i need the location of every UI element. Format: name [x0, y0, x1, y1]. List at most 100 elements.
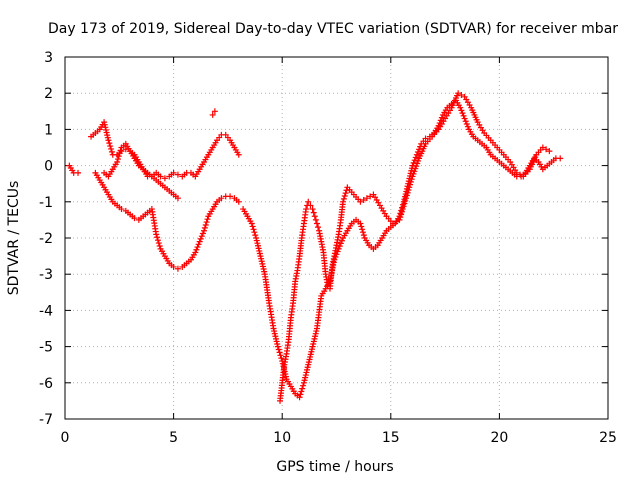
data-point: [297, 391, 304, 398]
data-point: [398, 208, 405, 215]
data-point: [407, 178, 414, 185]
data-point: [194, 244, 201, 251]
data-point: [202, 221, 209, 228]
data-point: [305, 198, 312, 205]
grid-lines: [65, 57, 608, 419]
data-point: [106, 140, 113, 147]
data-point: [170, 263, 177, 270]
data-point: [131, 215, 138, 222]
data-point: [459, 110, 466, 117]
data-point: [404, 189, 411, 196]
chart-title: Day 173 of 2019, Sidereal Day-to-day VTE…: [48, 21, 618, 37]
data-point: [517, 171, 524, 178]
data-point: [393, 218, 400, 225]
data-point: [311, 213, 318, 220]
data-point: [422, 135, 429, 142]
data-point: [235, 198, 242, 205]
data-point: [340, 198, 347, 205]
data-point: [209, 111, 216, 118]
data-point: [251, 229, 258, 236]
data-point: [412, 154, 419, 161]
data-point: [192, 249, 199, 256]
data-point: [108, 145, 115, 152]
data-point: [335, 245, 342, 252]
data-point: [410, 159, 417, 166]
data-point: [299, 385, 306, 392]
y-tick-label: 0: [44, 159, 53, 175]
data-point: [114, 158, 121, 165]
data-point: [105, 137, 112, 144]
x-axis-label: GPS time / hours: [276, 459, 393, 475]
y-tick-label: 3: [44, 50, 53, 66]
y-tick-label: -4: [39, 303, 53, 319]
data-point: [455, 90, 462, 97]
data-point: [107, 143, 114, 150]
data-point: [458, 92, 465, 99]
data-point: [122, 146, 129, 153]
data-point: [414, 149, 421, 156]
data-point: [201, 224, 208, 231]
data-point: [252, 232, 259, 239]
series-track-e: [277, 90, 553, 404]
data-point: [539, 144, 546, 151]
data-point: [312, 216, 319, 223]
data-point: [457, 104, 464, 111]
data-point: [196, 238, 203, 245]
data-point: [407, 181, 414, 188]
data-point: [338, 237, 345, 244]
data-point: [437, 117, 444, 124]
data-point: [155, 240, 162, 247]
data-point: [303, 206, 310, 213]
data-point: [118, 206, 125, 213]
data-point: [250, 226, 257, 233]
plot-frame: [64, 56, 609, 420]
data-point: [307, 202, 314, 209]
data-points: [66, 90, 564, 404]
data-point: [315, 224, 322, 231]
data-point: [359, 229, 366, 236]
data-point: [154, 234, 161, 241]
data-point: [411, 157, 418, 164]
data-point: [211, 108, 218, 115]
x-tick-label: 15: [382, 430, 400, 446]
data-point: [396, 216, 403, 223]
data-point: [342, 190, 349, 197]
series-track-c: [66, 108, 218, 202]
x-tick-label: 25: [599, 430, 617, 446]
x-tick-label: 10: [273, 430, 291, 446]
y-tick-label: -2: [39, 231, 53, 247]
y-tick-label: -1: [39, 195, 53, 211]
data-point: [546, 148, 553, 155]
data-point: [336, 243, 343, 250]
data-point: [389, 220, 396, 227]
data-point: [399, 206, 406, 213]
data-point: [543, 146, 550, 153]
data-point: [341, 193, 348, 200]
data-point: [197, 235, 204, 242]
y-tick-label: 2: [44, 86, 53, 102]
y-tick-label: -6: [39, 376, 53, 392]
y-tick-label: 1: [44, 122, 53, 138]
data-point: [363, 195, 370, 202]
y-tick-label: -5: [39, 340, 53, 356]
data-point: [203, 219, 210, 226]
y-tick-label: -3: [39, 267, 53, 283]
data-point: [367, 193, 374, 200]
series-track-a: [88, 119, 242, 182]
data-point: [274, 343, 281, 350]
data-point: [75, 169, 82, 176]
data-point: [277, 352, 284, 359]
data-point: [359, 226, 366, 233]
data-point: [438, 114, 445, 121]
data-point: [174, 171, 181, 178]
series-track-b: [92, 169, 242, 272]
data-point: [513, 169, 520, 176]
data-point: [309, 206, 316, 213]
data-point: [114, 156, 121, 163]
data-point: [357, 198, 364, 205]
data-point: [276, 349, 283, 356]
data-point: [199, 230, 206, 237]
data-point: [462, 118, 469, 125]
